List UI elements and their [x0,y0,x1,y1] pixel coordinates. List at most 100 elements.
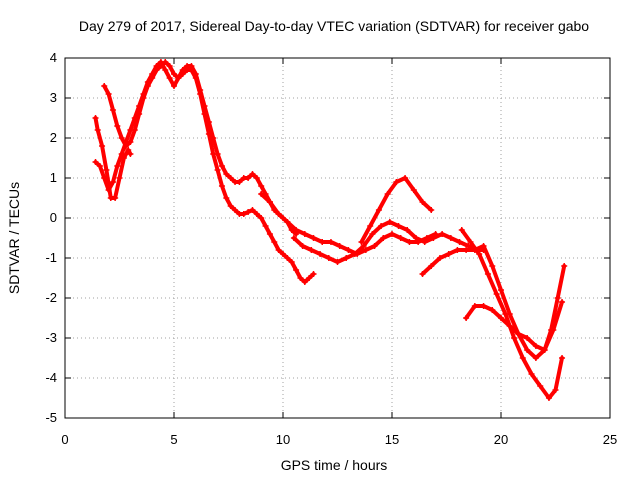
data-point-plus [402,175,409,181]
data-point-plus [120,155,127,161]
y-tick-label: -3 [45,330,57,345]
data-point-plus [162,67,169,73]
y-tick-label: 4 [50,50,57,65]
data-point-plus [545,395,552,401]
data-point-plus [214,167,221,173]
data-point-plus [310,271,317,277]
y-tick-label: -1 [45,250,57,265]
data-point-plus [223,171,230,177]
data-point-plus [502,311,509,317]
data-point-plus [306,275,313,281]
data-point-plus [96,163,103,169]
data-point-plus [528,371,535,377]
data-point-plus [240,211,247,217]
data-point-plus [541,347,548,353]
data-point-plus [428,263,435,269]
data-point-plus [334,259,341,265]
data-point-plus [114,123,121,129]
data-point-plus [166,63,173,69]
data-point-plus [271,239,278,245]
data-point-plus [188,67,195,73]
data-point-plus [284,219,291,225]
data-point-plus [179,71,186,77]
x-tick-label: 25 [603,432,617,447]
series-track-9 [92,115,134,201]
y-tick-label: 1 [50,170,57,185]
data-point-plus [506,323,513,329]
data-point-plus [227,175,234,181]
data-point-plus [171,71,177,77]
series-line [102,60,316,284]
x-tick-label: 0 [61,432,68,447]
data-point-plus [362,247,369,253]
data-point-plus [524,347,531,353]
series-line [420,244,567,360]
data-point-plus [489,307,496,313]
data-point-plus [249,207,256,213]
data-point-plus [103,167,110,173]
data-point-plus [371,243,378,249]
data-point-plus [301,279,308,285]
data-point-plus [109,107,116,113]
data-point-plus [210,151,217,157]
data-point-plus [493,291,500,297]
data-point-plus [375,207,382,213]
data-point-plus [275,247,282,253]
data-point-plus [317,251,324,257]
data-point-plus [325,255,332,261]
data-point-plus [236,179,243,185]
data-point-plus [92,159,99,165]
data-point-plus [288,259,295,265]
data-point-plus [360,243,367,249]
data-point-plus [511,335,518,341]
data-point-plus [266,199,273,205]
data-point-plus [223,195,230,201]
data-point-plus [389,231,395,237]
data-point-plus [430,235,437,241]
data-point-plus [140,95,147,101]
data-point-plus [284,255,291,261]
data-point-plus [367,223,374,229]
data-point-plus [498,315,504,321]
data-point-plus [114,163,121,169]
data-point-plus [280,251,286,257]
data-point-plus [166,75,173,81]
data-point-plus [380,235,387,241]
data-point-plus [471,303,478,309]
data-point-plus [258,215,265,221]
data-point-plus [109,179,116,185]
data-point-plus [421,239,428,245]
data-point-plus [249,171,256,177]
data-point-plus [293,227,300,233]
data-point-plus [310,235,317,241]
data-point-plus [175,75,182,81]
data-point-plus [171,83,177,89]
data-point-plus [227,203,234,209]
data-point-plus [480,303,487,309]
x-tick-label: 10 [276,432,290,447]
data-point-plus [515,331,522,337]
data-point-plus [410,187,417,193]
data-point-plus [149,75,156,81]
x-tick-label: 5 [170,432,177,447]
data-point-plus [327,239,334,245]
plot-frame [64,57,611,419]
x-tick-label: 20 [494,432,508,447]
data-point-plus [554,295,561,301]
y-tick-label: -5 [45,410,57,425]
data-point-plus [105,91,112,97]
series-track-2 [101,59,317,285]
data-point-plus [205,131,212,137]
data-point-plus [131,127,138,133]
data-point-plus [136,111,143,117]
data-point-plus [358,239,365,245]
data-point-plus [201,111,208,117]
data-point-plus [484,271,491,277]
data-point-plus [253,211,260,217]
series-track-3 [258,191,439,257]
data-point-plus [404,227,411,233]
data-point-plus [458,227,465,233]
data-point-plus [125,147,132,153]
data-point-plus [384,191,391,197]
